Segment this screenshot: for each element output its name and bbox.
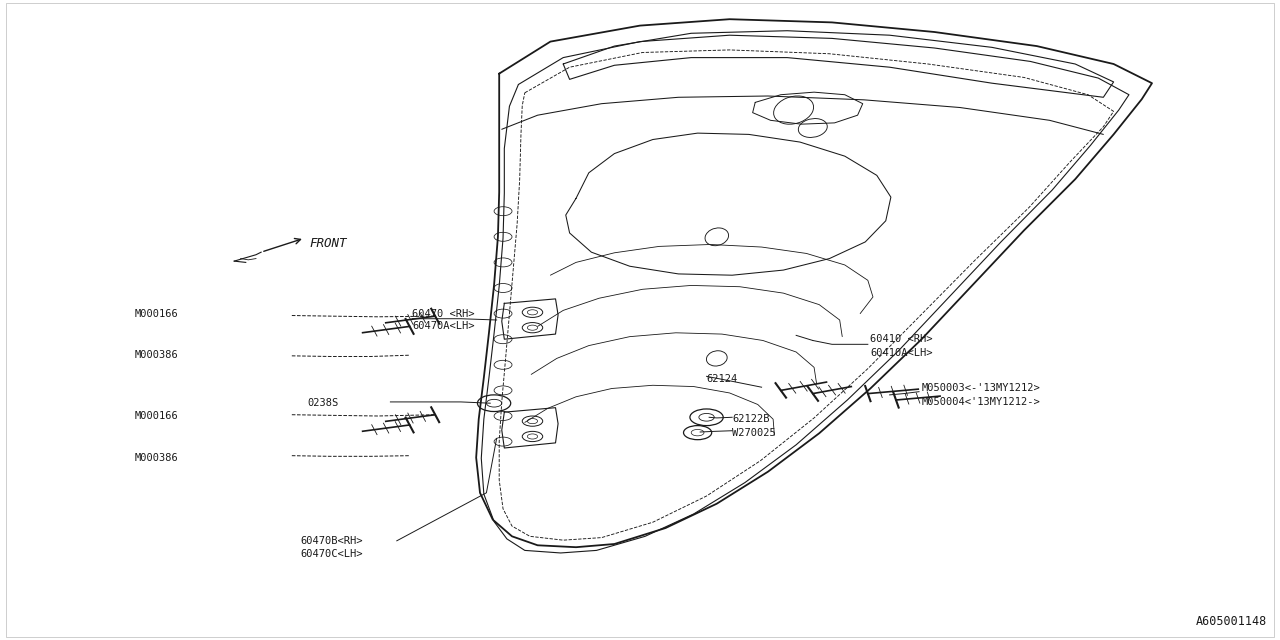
Text: M000166: M000166	[134, 411, 178, 421]
Text: W270025: W270025	[732, 428, 776, 438]
Text: 0238S: 0238S	[307, 398, 338, 408]
Text: 60470C<LH>: 60470C<LH>	[301, 549, 364, 559]
Text: FRONT: FRONT	[310, 237, 347, 250]
Text: 60470 <RH>: 60470 <RH>	[412, 308, 475, 319]
Text: M050003<-'13MY1212>: M050003<-'13MY1212>	[922, 383, 1041, 394]
Text: M050004<'13MY1212->: M050004<'13MY1212->	[922, 397, 1041, 407]
Text: M000386: M000386	[134, 350, 178, 360]
Text: 60410A<LH>: 60410A<LH>	[870, 348, 933, 358]
Text: 60410 <RH>: 60410 <RH>	[870, 334, 933, 344]
Text: M000386: M000386	[134, 452, 178, 463]
Text: 60470A<LH>: 60470A<LH>	[412, 321, 475, 332]
Text: 60470B<RH>: 60470B<RH>	[301, 536, 364, 546]
Text: M000166: M000166	[134, 308, 178, 319]
Text: 62122B: 62122B	[732, 414, 769, 424]
Text: A605001148: A605001148	[1196, 616, 1267, 628]
Text: 62124: 62124	[707, 374, 737, 384]
